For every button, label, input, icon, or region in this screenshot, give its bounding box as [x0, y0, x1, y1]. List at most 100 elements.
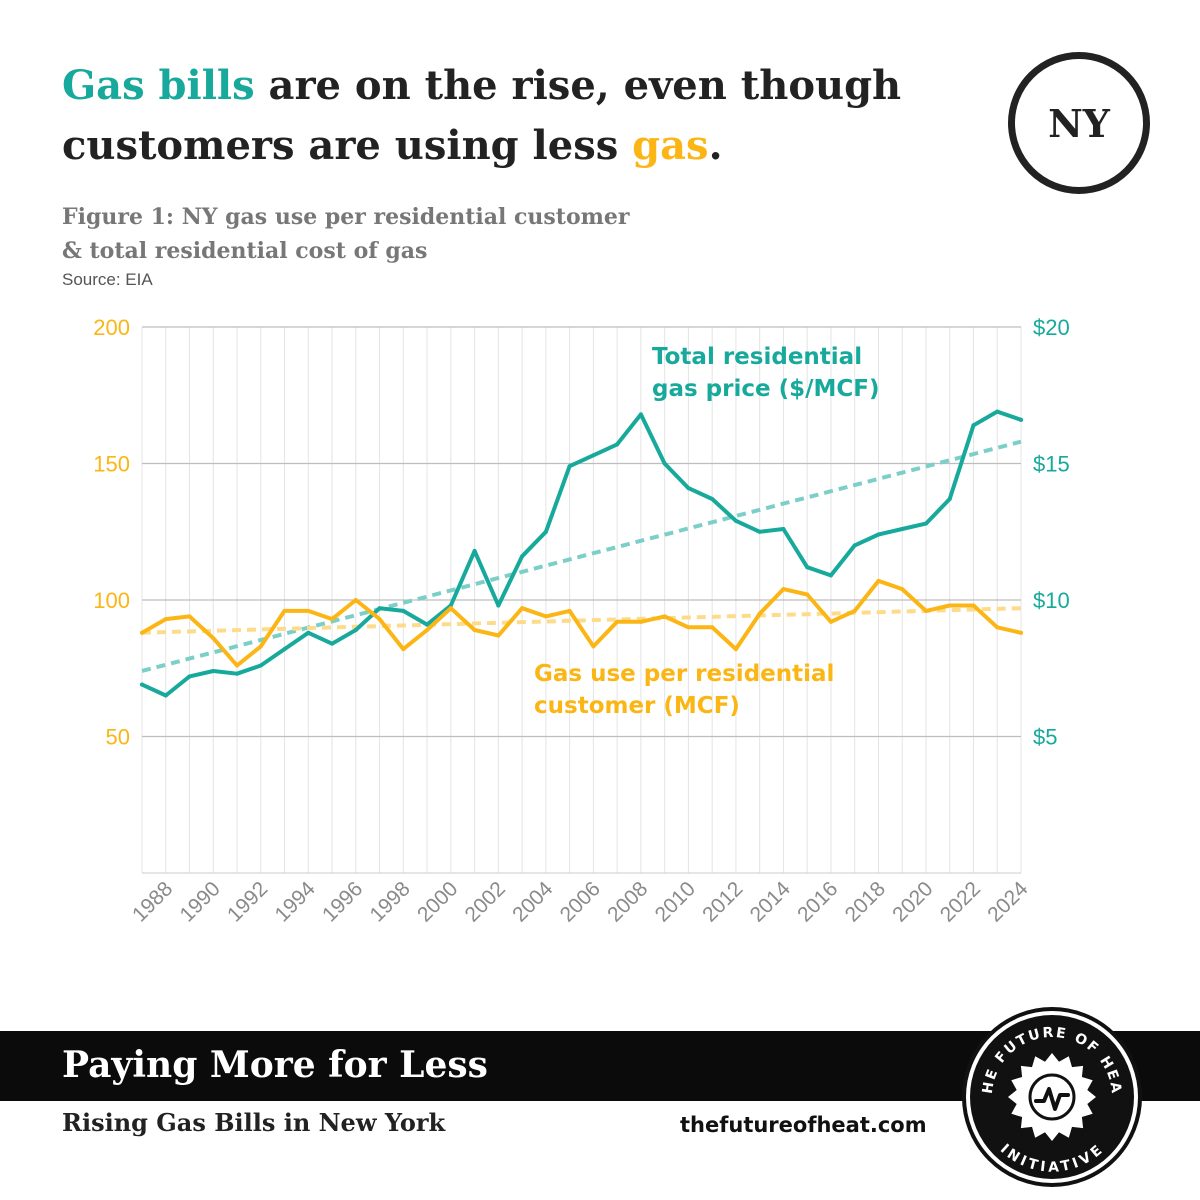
footer-url[interactable]: thefutureofheat.com — [680, 1113, 927, 1137]
data-point — [781, 527, 786, 532]
price-series-label-line1: Total residential — [652, 344, 862, 370]
x-tick-label: 1988 — [128, 877, 177, 926]
left-tick-label: 100 — [93, 588, 130, 613]
use-series-label-line1: Gas use per residential — [534, 661, 834, 687]
trendline-left — [141, 606, 1022, 635]
data-point — [211, 668, 216, 673]
data-point — [543, 529, 548, 534]
data-point — [163, 617, 168, 622]
x-tick-label: 2002 — [461, 877, 510, 926]
right-tick-label: $10 — [1033, 588, 1070, 613]
x-tick-label: 1990 — [176, 877, 225, 926]
left-tick-label: 200 — [93, 315, 130, 340]
data-point — [306, 630, 311, 635]
x-tick-label: 1994 — [271, 877, 321, 927]
logo-pulse-icon — [1034, 1087, 1070, 1111]
x-tick-label: 2012 — [698, 877, 747, 926]
x-tick-label: 2006 — [556, 877, 605, 926]
data-point — [425, 628, 430, 633]
data-point — [377, 606, 382, 611]
data-point — [876, 532, 881, 537]
data-point — [353, 598, 358, 602]
data-point — [591, 644, 596, 649]
data-point — [330, 641, 335, 646]
data-point — [900, 587, 905, 592]
data-point — [828, 573, 833, 578]
data-point — [401, 608, 406, 613]
data-point — [686, 625, 691, 630]
trendline-right — [141, 439, 1022, 673]
data-point — [733, 518, 738, 523]
data-point — [757, 529, 762, 534]
figure-title: Figure 1: NY gas use per residential cus… — [62, 200, 822, 268]
data-point — [496, 633, 501, 638]
headline: Gas bills are on the rise, even though c… — [62, 56, 962, 176]
data-point — [520, 554, 525, 559]
data-point — [163, 693, 168, 698]
data-point — [615, 619, 620, 624]
data-point — [852, 543, 857, 548]
headline-part2: are on the rise, even though customers a… — [62, 62, 902, 169]
x-tick-label: 1992 — [223, 877, 272, 926]
data-point — [591, 453, 596, 458]
data-point — [710, 496, 715, 501]
data-point — [662, 614, 667, 619]
figure-source: Source: EIA — [62, 270, 153, 289]
data-point — [971, 423, 976, 428]
data-point — [258, 663, 263, 668]
ny-badge-label: NY — [1048, 100, 1110, 146]
data-point — [187, 674, 192, 679]
footer-subtitle: Rising Gas Bills in New York — [62, 1108, 446, 1137]
data-point — [733, 647, 738, 652]
right-tick-label: $20 — [1033, 315, 1070, 340]
x-tick-label: 2020 — [888, 877, 937, 926]
data-point — [235, 671, 240, 676]
figure-title-line2: & total residential cost of gas — [62, 238, 428, 264]
data-point — [1019, 417, 1023, 422]
left-tick-label: 150 — [93, 452, 130, 477]
x-tick-label: 2014 — [746, 877, 796, 927]
footer-title: Paying More for Less — [62, 1044, 488, 1086]
data-point — [567, 608, 572, 613]
data-point — [757, 611, 762, 616]
data-point — [472, 628, 477, 633]
data-point — [140, 630, 144, 635]
x-tick-label: 2008 — [603, 877, 652, 926]
data-point — [472, 548, 477, 553]
data-point — [543, 614, 548, 619]
data-point — [710, 625, 715, 630]
x-tick-label: 2018 — [841, 877, 890, 926]
data-point — [781, 587, 786, 592]
right-tick-label: $5 — [1033, 725, 1057, 750]
figure-title-line1: Figure 1: NY gas use per residential cus… — [62, 204, 630, 230]
data-point — [923, 608, 928, 613]
data-point — [995, 625, 1000, 630]
data-point — [638, 619, 643, 624]
series-line-left — [140, 578, 1023, 668]
data-point — [900, 527, 905, 532]
x-tick-label: 2004 — [508, 877, 558, 927]
data-point — [662, 461, 667, 466]
line-chart: 50100150200$5$10$15$20198819901992199419… — [93, 315, 1070, 927]
headline-part3: gas — [632, 122, 709, 169]
data-point — [330, 617, 335, 622]
data-point — [852, 608, 857, 613]
data-point — [1019, 630, 1023, 635]
data-point — [947, 496, 952, 501]
x-tick-label: 1996 — [318, 877, 367, 926]
data-point — [377, 617, 382, 622]
x-tick-label: 2010 — [651, 877, 700, 926]
data-point — [448, 606, 453, 611]
data-point — [282, 647, 287, 652]
data-point — [306, 608, 311, 613]
right-tick-label: $15 — [1033, 452, 1070, 477]
data-point — [258, 644, 263, 649]
use-series-label-line2: customer (MCF) — [534, 693, 740, 719]
data-point — [638, 412, 643, 417]
data-point — [805, 565, 810, 570]
data-point — [828, 619, 833, 624]
ny-badge: NY — [1008, 52, 1150, 194]
data-point — [353, 628, 358, 633]
data-point — [235, 663, 240, 668]
future-of-heat-logo: THE FUTURE OF HEAT INITIATIVE — [960, 1005, 1142, 1187]
